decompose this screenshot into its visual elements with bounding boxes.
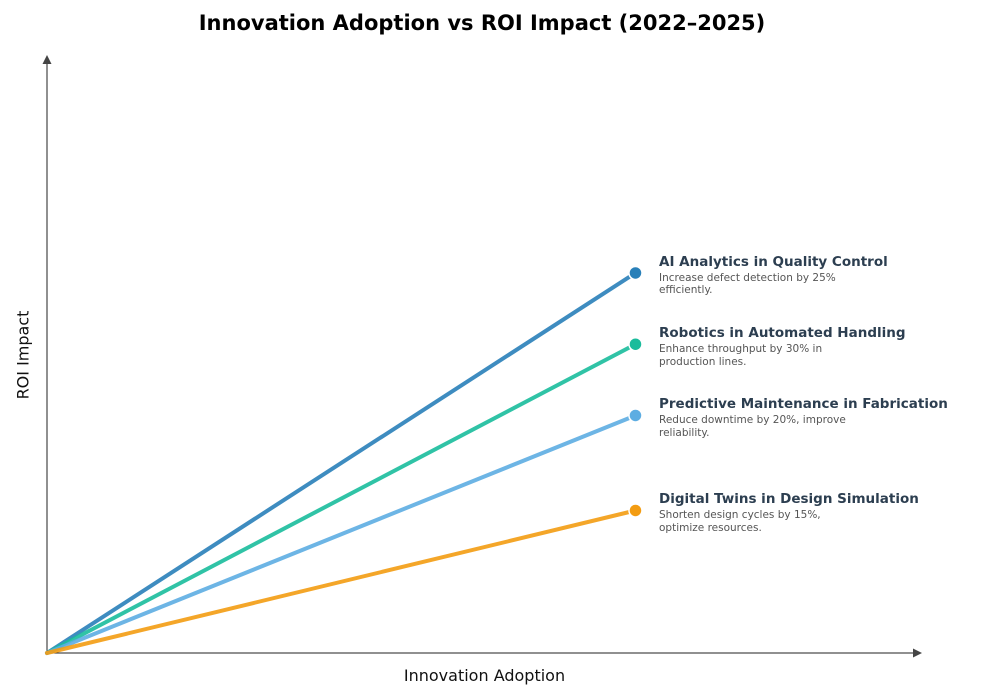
y-axis-arrow: [42, 55, 52, 64]
y-axis-label: ROI Impact: [13, 310, 33, 400]
annotation-description: Increase defect detection by 25% efficie…: [659, 271, 836, 297]
annotation-title: AI Analytics in Quality Control: [659, 253, 888, 270]
x-axis-arrow: [913, 648, 922, 658]
annotation-title: Predictive Maintenance in Fabrication: [659, 396, 948, 413]
series-endpoint-0: [628, 265, 643, 281]
annotation-description: Enhance throughput by 30% in production …: [659, 343, 823, 368]
series-line-2: [45, 413, 638, 655]
annotation: Robotics in Automated Handling Enhance th…: [659, 326, 906, 368]
series-line-0: [45, 270, 638, 655]
series-endpoint-2: [628, 408, 643, 423]
annotation-description: Shorten design cycles by 15%, optimize r…: [659, 509, 821, 534]
annotation: Predictive Maintenance in Fabrication Red…: [659, 397, 948, 439]
annotation: Digital Twins in Design Simulation Shorte…: [659, 492, 919, 534]
annotation-title: Robotics in Automated Handling: [659, 325, 906, 342]
series-line-1: [45, 342, 638, 655]
series-endpoint-3: [628, 503, 643, 518]
x-axis-label: Innovation Adoption: [403, 666, 566, 685]
series-line-3: [45, 508, 638, 655]
annotation-title: Digital Twins in Design Simulation: [659, 491, 919, 508]
series-endpoint-1: [628, 336, 643, 352]
annotation-description: Reduce downtime by 20%, improve reliabil…: [659, 414, 846, 439]
chart-title: Innovation Adoption vs ROI Impact (2022–…: [198, 11, 766, 35]
annotation: AI Analytics in Quality Control Increase …: [659, 253, 888, 297]
